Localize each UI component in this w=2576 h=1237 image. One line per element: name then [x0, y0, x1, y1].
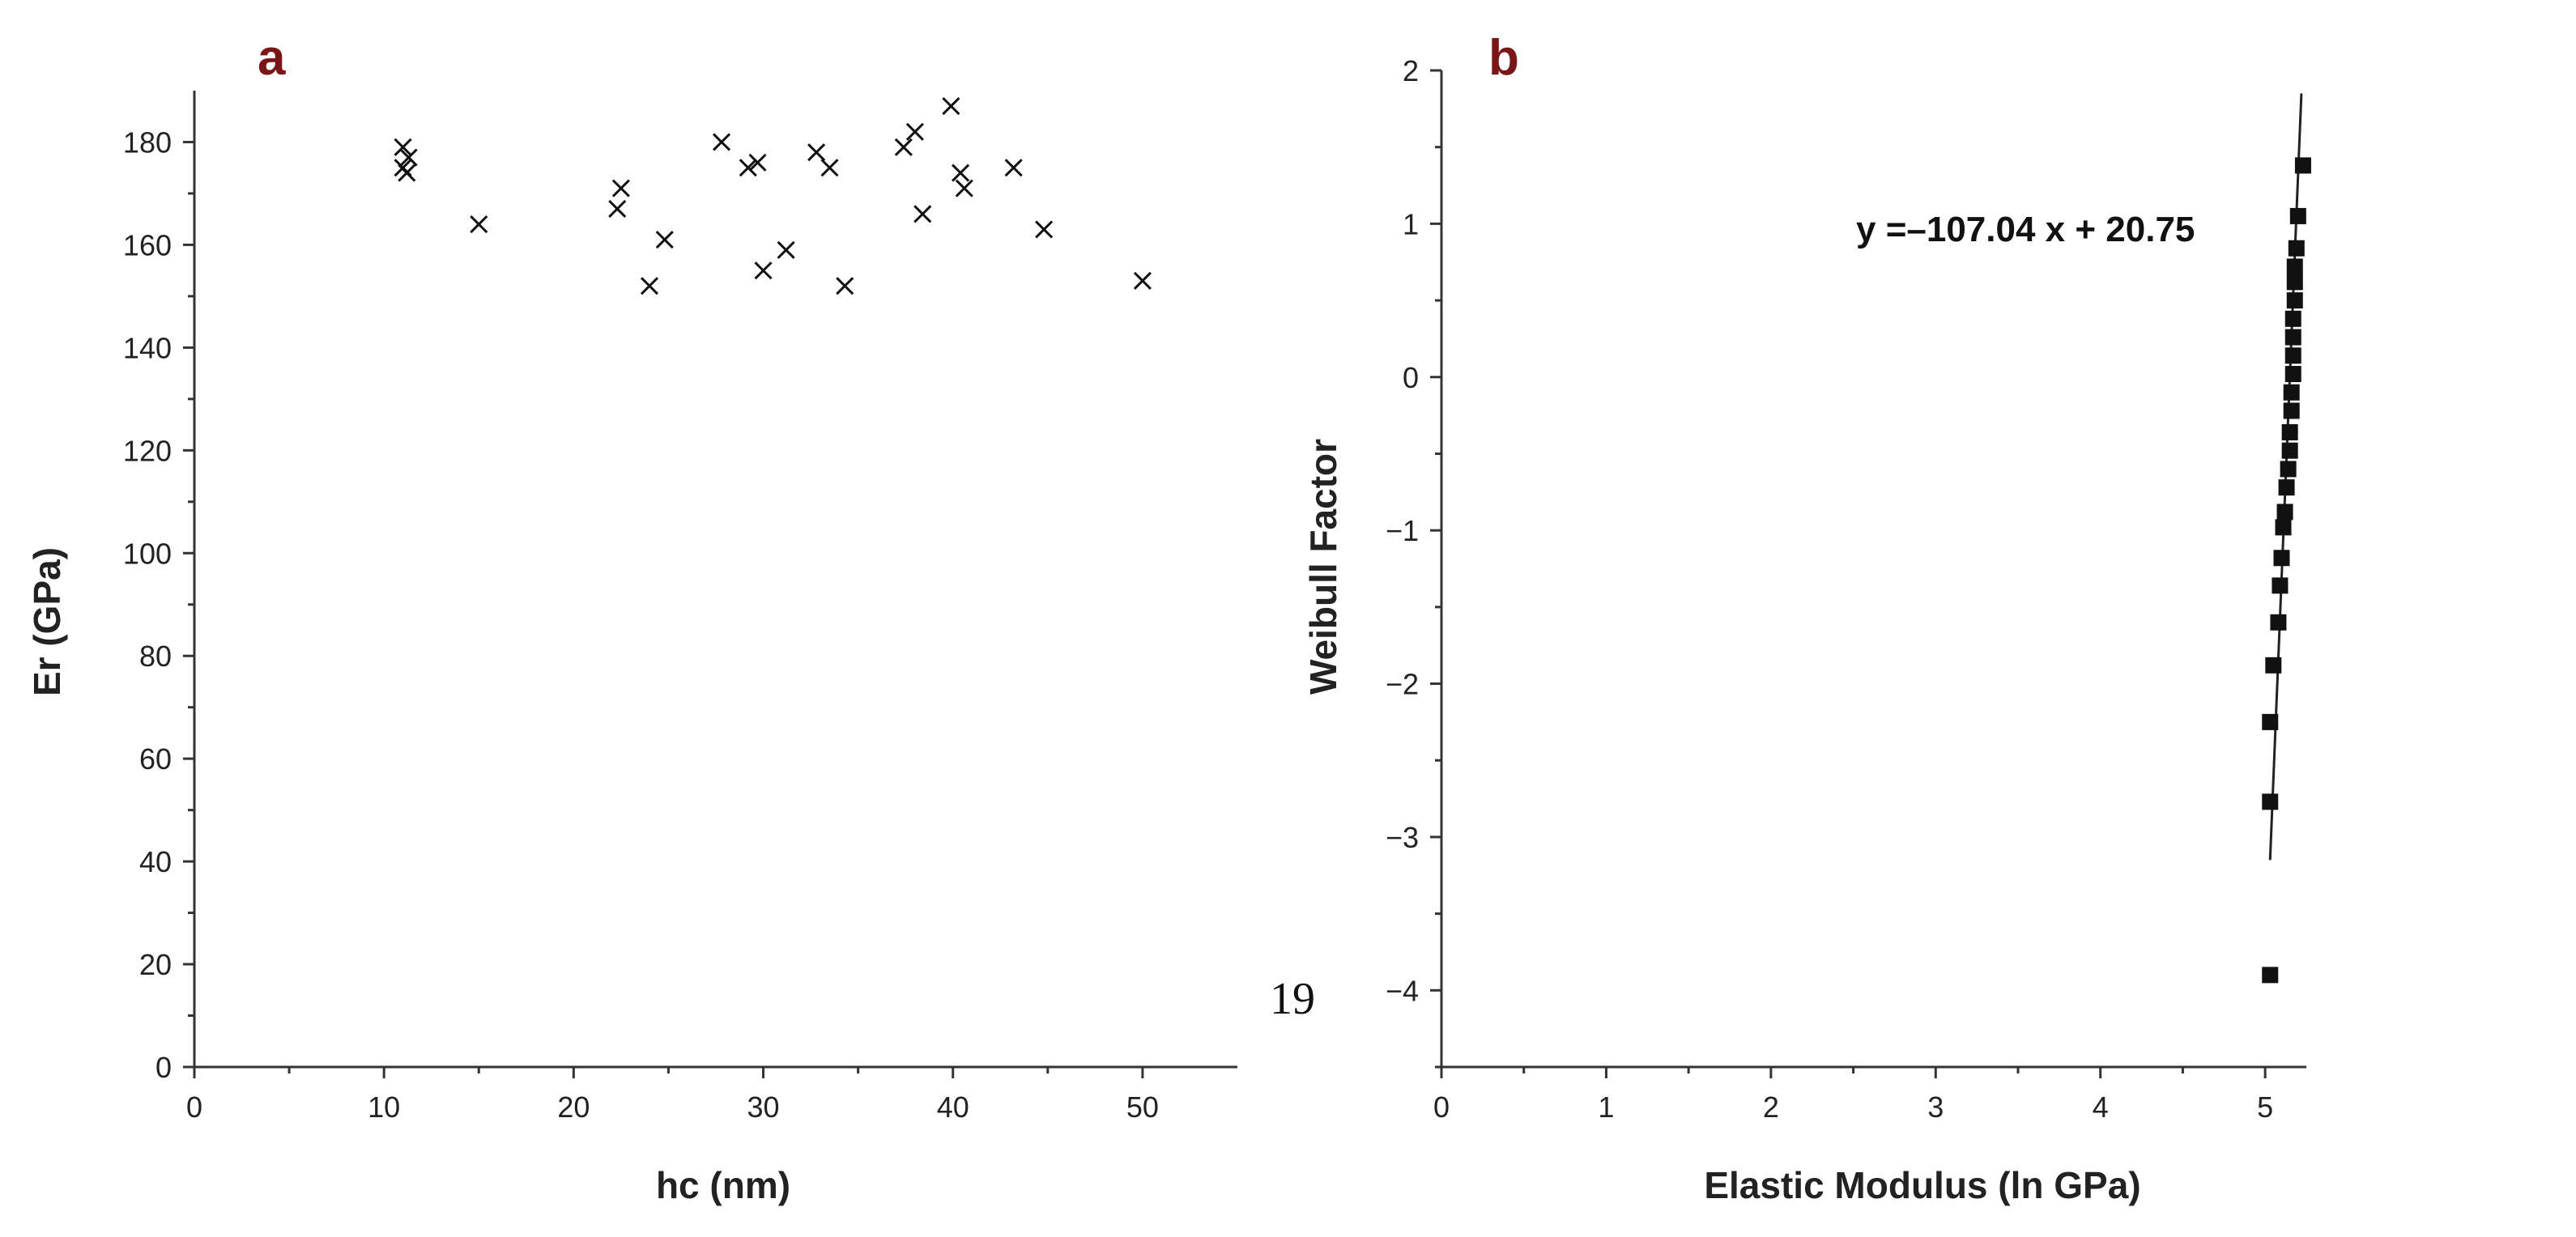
panel-a-y-tick-label: 140: [123, 331, 172, 364]
data-point: [1133, 271, 1152, 290]
data-point: [1035, 220, 1054, 239]
panel-label-a: a: [258, 30, 286, 86]
panel-b-x-axis-title: Elastic Modulus (ln GPa): [1704, 1164, 2140, 1206]
data-point: [2262, 793, 2279, 810]
data-point: [2276, 504, 2293, 521]
data-point: [2281, 423, 2298, 440]
data-point: [955, 179, 973, 198]
data-point: [2284, 310, 2301, 327]
data-point: [611, 179, 630, 198]
data-point: [2286, 274, 2303, 291]
data-point: [655, 231, 674, 249]
panel-a-y-tick-label: 20: [139, 948, 172, 981]
data-point: [739, 159, 757, 177]
data-point: [2286, 292, 2303, 309]
data-point: [608, 199, 627, 219]
panel-b-axes: 0 1 2 3 4 5 2 1 0 −1 −2 −3 −4: [1386, 54, 2306, 1124]
data-point: [2262, 713, 2279, 730]
panel-a-y-tick-label: 100: [123, 537, 172, 570]
panel-b-y-axis-title: Weibull Factor: [1302, 439, 1344, 695]
panel-b-points: [2262, 157, 2311, 984]
data-point: [399, 148, 418, 167]
panel-a-y-tick-label: 60: [139, 742, 172, 776]
panel-a-x-tick-label: 0: [186, 1090, 202, 1124]
fit-equation: y =–107.04 x + 20.75: [1856, 210, 2195, 249]
panel-a-y-tick-label: 180: [123, 125, 172, 159]
panel-b: b 0 1 2 3 4 5 2 1 0 −1 −2 −3 −4 y =–107.04 x + 20.75…: [1270, 30, 2311, 1206]
panel-b-x-tick-label: 4: [2093, 1090, 2109, 1124]
panel-b-x-tick-label: 2: [1763, 1090, 1779, 1124]
panel-a-x-tick-label: 30: [747, 1090, 780, 1124]
data-point: [2284, 365, 2301, 382]
panel-a-x-tick-label: 20: [557, 1090, 590, 1124]
data-point: [2284, 329, 2301, 346]
panel-b-y-tick-label: −4: [1386, 974, 1419, 1007]
data-point: [398, 164, 416, 182]
data-point: [2272, 577, 2289, 594]
panel-a-x-tick-label: 10: [368, 1090, 400, 1124]
panel-a: a 0 10 20 30 40 50 0 20 40 60 80 100 120 140 160 180 hc…: [26, 30, 1237, 1206]
panel-a-x-tick-label: 40: [937, 1090, 969, 1124]
data-point: [2270, 614, 2287, 631]
data-point: [2284, 347, 2301, 364]
data-point: [2273, 550, 2290, 567]
panel-b-y-tick-label: −2: [1386, 668, 1419, 701]
data-point: [640, 277, 659, 295]
data-point: [2289, 207, 2306, 224]
data-point: [2283, 402, 2300, 419]
data-point: [820, 159, 839, 177]
panel-b-y-tick-label: 2: [1403, 54, 1419, 87]
data-point: [2281, 442, 2298, 459]
data-point: [894, 138, 913, 156]
panel-b-x-tick-label: 1: [1598, 1090, 1614, 1124]
panel-a-x-tick-label: 50: [1126, 1090, 1159, 1124]
panel-a-y-tick-label: 160: [123, 228, 172, 261]
data-point: [2278, 479, 2295, 496]
panel-a-y-tick-label: 0: [155, 1051, 172, 1084]
data-point: [2265, 657, 2282, 674]
panel-b-x-tick-label: 0: [1433, 1090, 1450, 1124]
data-point: [807, 143, 826, 162]
panel-a-points: [394, 96, 1152, 295]
data-point: [2262, 967, 2279, 984]
panel-b-x-tick-label: 3: [1927, 1090, 1944, 1124]
panel-a-axes: 0 10 20 30 40 50 0 20 40 60 80 100 120 140 160 180: [123, 91, 1237, 1124]
data-point: [1004, 159, 1023, 177]
panel-a-y-tick-label: 80: [139, 640, 172, 673]
panel-a-x-axis-title: hc (nm): [656, 1164, 790, 1206]
data-point: [2280, 461, 2297, 478]
panel-a-y-tick-label: 120: [123, 434, 172, 467]
panel-a-y-tick-label: 40: [139, 845, 172, 878]
data-point: [777, 240, 795, 259]
data-point: [913, 205, 932, 223]
data-point: [2283, 384, 2300, 401]
data-point: [2286, 258, 2303, 275]
data-point: [712, 133, 731, 151]
data-point: [754, 261, 773, 280]
panel-b-y-tick-label: −1: [1386, 514, 1419, 547]
data-point: [470, 215, 488, 234]
data-point: [748, 153, 767, 172]
panel-b-y-tick-label: 1: [1403, 207, 1419, 240]
data-point: [394, 138, 412, 156]
data-point: [2288, 240, 2305, 257]
panel-label-b: b: [1488, 30, 1519, 86]
data-point: [2294, 157, 2311, 174]
panel-a-y-axis-title: Er (GPa): [26, 547, 68, 696]
data-point: [942, 96, 960, 116]
stray-label: 19: [1270, 974, 1315, 1024]
data-point: [905, 122, 924, 141]
data-point: [952, 164, 970, 182]
panel-b-x-tick-label: 5: [2257, 1090, 2273, 1124]
panel-b-y-tick-label: −3: [1386, 821, 1419, 854]
panel-b-y-tick-label: 0: [1403, 361, 1419, 394]
data-point: [2275, 519, 2292, 536]
data-point: [836, 277, 854, 295]
